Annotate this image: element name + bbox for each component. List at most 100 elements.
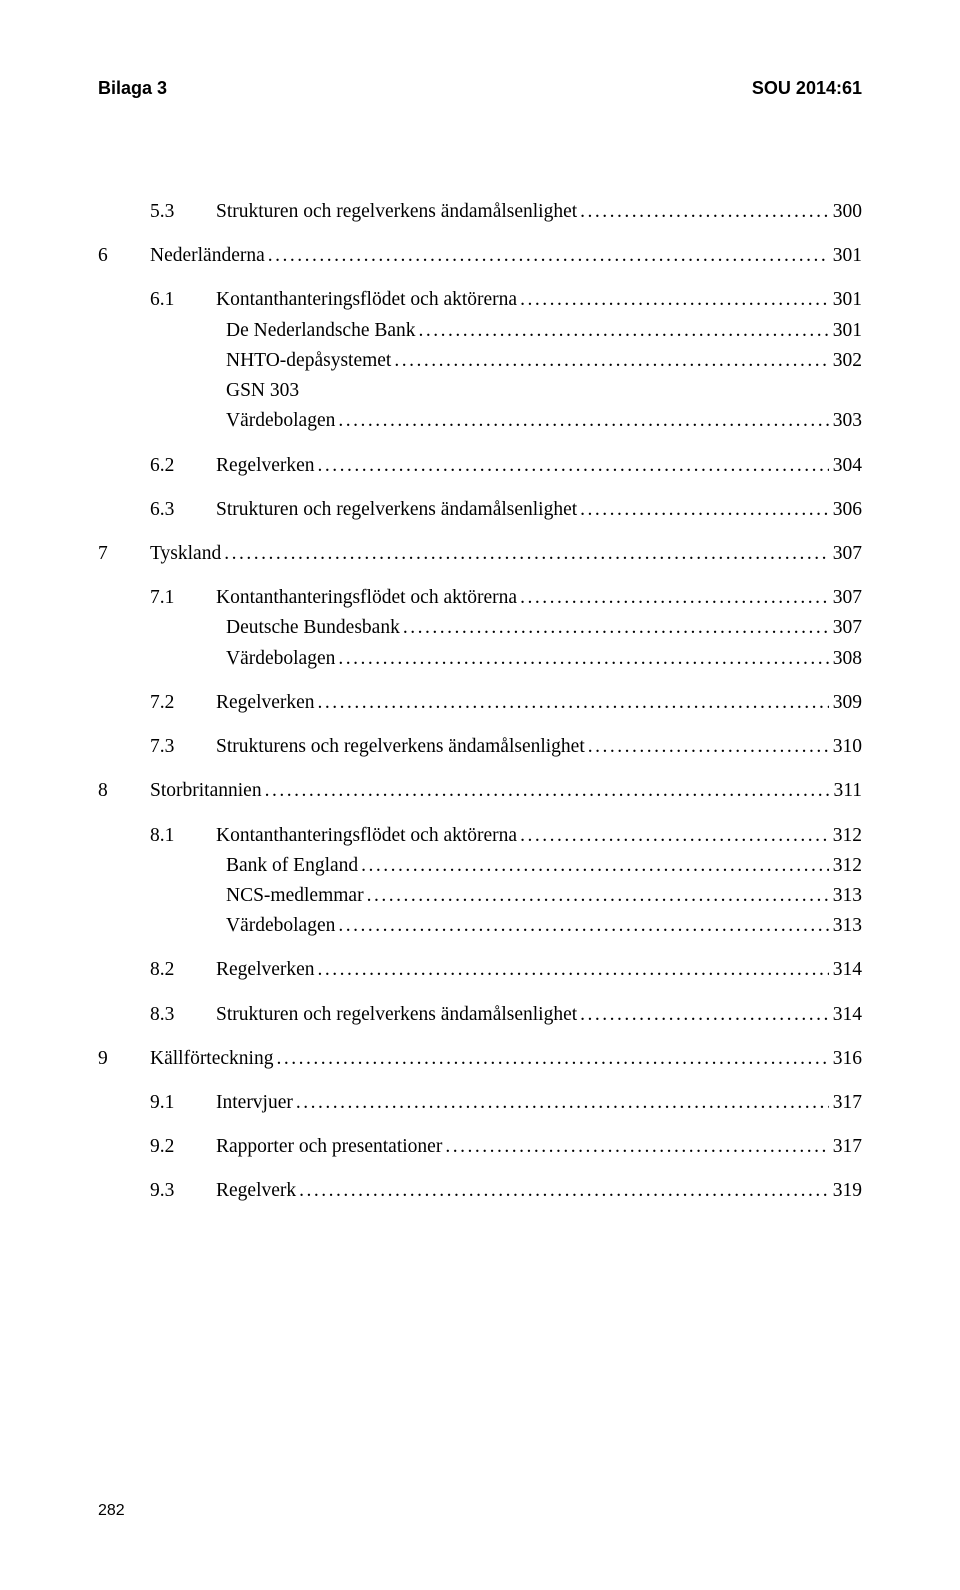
toc-block: 6.1Kontanthanteringsflödet och aktörerna… (98, 285, 862, 436)
toc-entry-label: Regelverken (216, 688, 315, 718)
toc-leader-dots (517, 821, 829, 851)
toc-line: 8Storbritannien 311 (98, 776, 862, 806)
toc-entry-label: NHTO-depåsystemet (226, 346, 391, 376)
toc-entry-label: Storbritannien (150, 776, 262, 806)
toc-entry-page: 314 (829, 955, 862, 985)
toc-leader-dots (442, 1132, 828, 1162)
toc-entry-page: 301 (829, 241, 862, 271)
toc-entry-label: Bank of England (226, 851, 358, 881)
toc-entry-number: 8.1 (98, 821, 216, 851)
toc-entry-page: 308 (829, 644, 862, 674)
toc-leader-dots (391, 346, 828, 376)
toc-entry-label: NCS-medlemmar (226, 881, 364, 911)
toc-line: 7.1Kontanthanteringsflödet och aktörerna… (98, 583, 862, 613)
toc-entry-page: 301 (829, 316, 862, 346)
toc-entry-page: 309 (829, 688, 862, 718)
toc-entry-number: 5.3 (98, 197, 216, 227)
toc-entry-page: 312 (829, 851, 862, 881)
toc-line: 7Tyskland307 (98, 539, 862, 569)
toc-leader-dots (315, 688, 829, 718)
toc-block: 7.2Regelverken309 (98, 688, 862, 718)
toc-line: GSN 303 (98, 376, 862, 406)
toc-leader-dots (517, 583, 829, 613)
header-left: Bilaga 3 (98, 78, 167, 99)
toc-block: 8Storbritannien 311 (98, 776, 862, 806)
toc-leader-dots (577, 1000, 829, 1030)
toc-entry-page: 313 (829, 911, 862, 941)
toc-entry-number: 6.1 (98, 285, 216, 315)
toc-entry-page: 313 (829, 881, 862, 911)
toc-leader-dots (400, 613, 829, 643)
toc-block: 9.3Regelverk319 (98, 1176, 862, 1206)
toc-entry-page: 302 (829, 346, 862, 376)
toc-entry-page: 307 (829, 613, 862, 643)
toc-entry-number: 7 (98, 539, 150, 569)
toc-entry-page: 307 (829, 539, 862, 569)
toc-entry-page: 310 (829, 732, 862, 762)
toc-line: Värdebolagen313 (98, 911, 862, 941)
toc-leader-dots (221, 539, 829, 569)
toc-line: 8.3Strukturen och regelverkens ändamålse… (98, 1000, 862, 1030)
toc-line: 5.3Strukturen och regelverkens ändamålse… (98, 197, 862, 227)
toc-entry-label: Deutsche Bundesbank (226, 613, 400, 643)
toc-line: 9Källförteckning316 (98, 1044, 862, 1074)
toc-block: 5.3Strukturen och regelverkens ändamålse… (98, 197, 862, 227)
toc-line: Värdebolagen303 (98, 406, 862, 436)
toc-entry-page: 307 (829, 583, 862, 613)
toc-leader-dots (517, 285, 829, 315)
toc-line: 6Nederländerna 301 (98, 241, 862, 271)
toc-entry-label: De Nederlandsche Bank (226, 316, 416, 346)
toc-block: 8.3Strukturen och regelverkens ändamålse… (98, 1000, 862, 1030)
toc-entry-page: 314 (829, 1000, 862, 1030)
toc-entry-label: Källförteckning (150, 1044, 273, 1074)
toc-entry-number: 6.2 (98, 451, 216, 481)
toc-block: 8.2Regelverken314 (98, 955, 862, 985)
toc-leader-dots (273, 1044, 828, 1074)
toc-entry-label: Nederländerna (150, 241, 265, 271)
toc-block: 9.1Intervjuer317 (98, 1088, 862, 1118)
toc-line: Bank of England 312 (98, 851, 862, 881)
toc-entry-label: Strukturen och regelverkens ändamålsenli… (216, 197, 577, 227)
toc-entry-label: Kontanthanteringsflödet och aktörerna (216, 583, 517, 613)
toc-block: 7.3Strukturens och regelverkens ändamåls… (98, 732, 862, 762)
toc-block: 9Källförteckning316 (98, 1044, 862, 1074)
toc-entry-label: Strukturens och regelverkens ändamålsenl… (216, 732, 585, 762)
toc-block: 8.1Kontanthanteringsflödet och aktörerna… (98, 821, 862, 942)
toc-line: 8.2Regelverken314 (98, 955, 862, 985)
toc-entry-page: 301 (829, 285, 862, 315)
toc-line: 9.3Regelverk319 (98, 1176, 862, 1206)
header-right: SOU 2014:61 (752, 78, 862, 99)
toc-entry-number: 6.3 (98, 495, 216, 525)
toc-entry-page: 311 (829, 776, 862, 806)
toc-leader-dots (335, 406, 828, 436)
toc-leader-dots (416, 316, 829, 346)
toc-leader-dots (293, 1088, 829, 1118)
toc-entry-number: 8 (98, 776, 150, 806)
toc-leader-dots (296, 1176, 829, 1206)
page-header: Bilaga 3 SOU 2014:61 (98, 78, 862, 99)
toc-entry-label: Regelverk (216, 1176, 296, 1206)
toc-line: 7.2Regelverken309 (98, 688, 862, 718)
toc-entry-label: Värdebolagen (226, 644, 335, 674)
toc-leader-dots (364, 881, 829, 911)
toc-entry-label: Strukturen och regelverkens ändamålsenli… (216, 495, 577, 525)
toc-entry-number: 8.3 (98, 1000, 216, 1030)
toc-entry-page: 317 (829, 1088, 862, 1118)
toc-entry-label: Strukturen och regelverkens ändamålsenli… (216, 1000, 577, 1030)
toc-line: 6.1Kontanthanteringsflödet och aktörerna… (98, 285, 862, 315)
toc-leader-dots (577, 197, 829, 227)
toc-entry-number: 7.1 (98, 583, 216, 613)
toc-entry-number: 7.3 (98, 732, 216, 762)
toc-block: 7Tyskland307 (98, 539, 862, 569)
toc-block: 6.2Regelverken304 (98, 451, 862, 481)
toc-entry-number: 9.3 (98, 1176, 216, 1206)
toc-entry-label: GSN 303 (226, 376, 299, 406)
toc-entry-label: Värdebolagen (226, 406, 335, 436)
toc-entry-label: Regelverken (216, 955, 315, 985)
toc-block: 7.1Kontanthanteringsflödet och aktörerna… (98, 583, 862, 674)
toc-leader-dots (585, 732, 829, 762)
toc-entry-number: 6 (98, 241, 150, 271)
toc-entry-number: 9.1 (98, 1088, 216, 1118)
toc-entry-page: 316 (829, 1044, 862, 1074)
toc-leader-dots (335, 644, 828, 674)
